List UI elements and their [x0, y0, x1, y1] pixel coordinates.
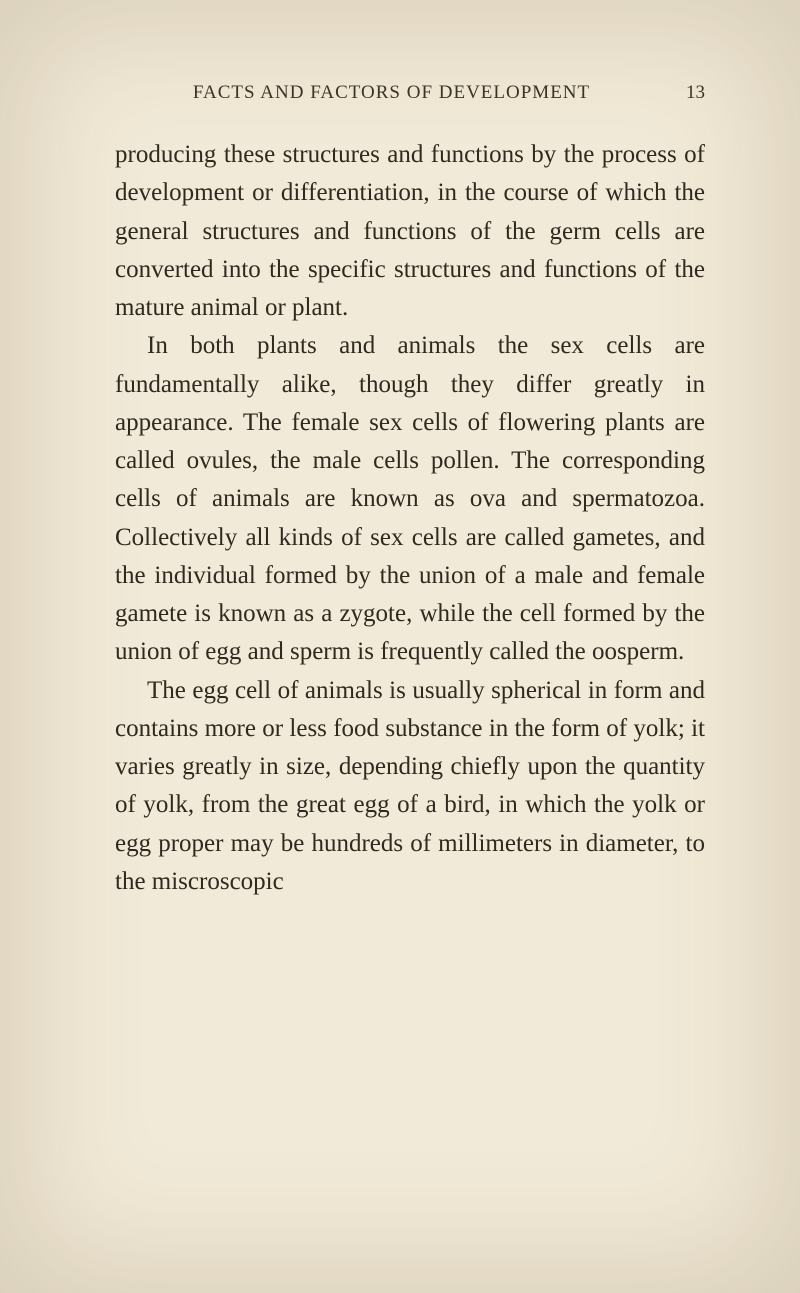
paragraph-2: In both plants and animals the sex cells… — [115, 327, 705, 671]
page-number: 13 — [686, 82, 705, 104]
paragraph-1: producing these structures and functions… — [115, 136, 705, 327]
running-header: FACTS AND FACTORS OF DEVELOPMENT 13 — [115, 82, 705, 104]
header-title: FACTS AND FACTORS OF DEVELOPMENT — [115, 82, 668, 104]
body-text: producing these structures and functions… — [115, 136, 705, 901]
paragraph-3: The egg cell of animals is usually spher… — [115, 672, 705, 902]
page-container: FACTS AND FACTORS OF DEVELOPMENT 13 prod… — [0, 0, 800, 961]
